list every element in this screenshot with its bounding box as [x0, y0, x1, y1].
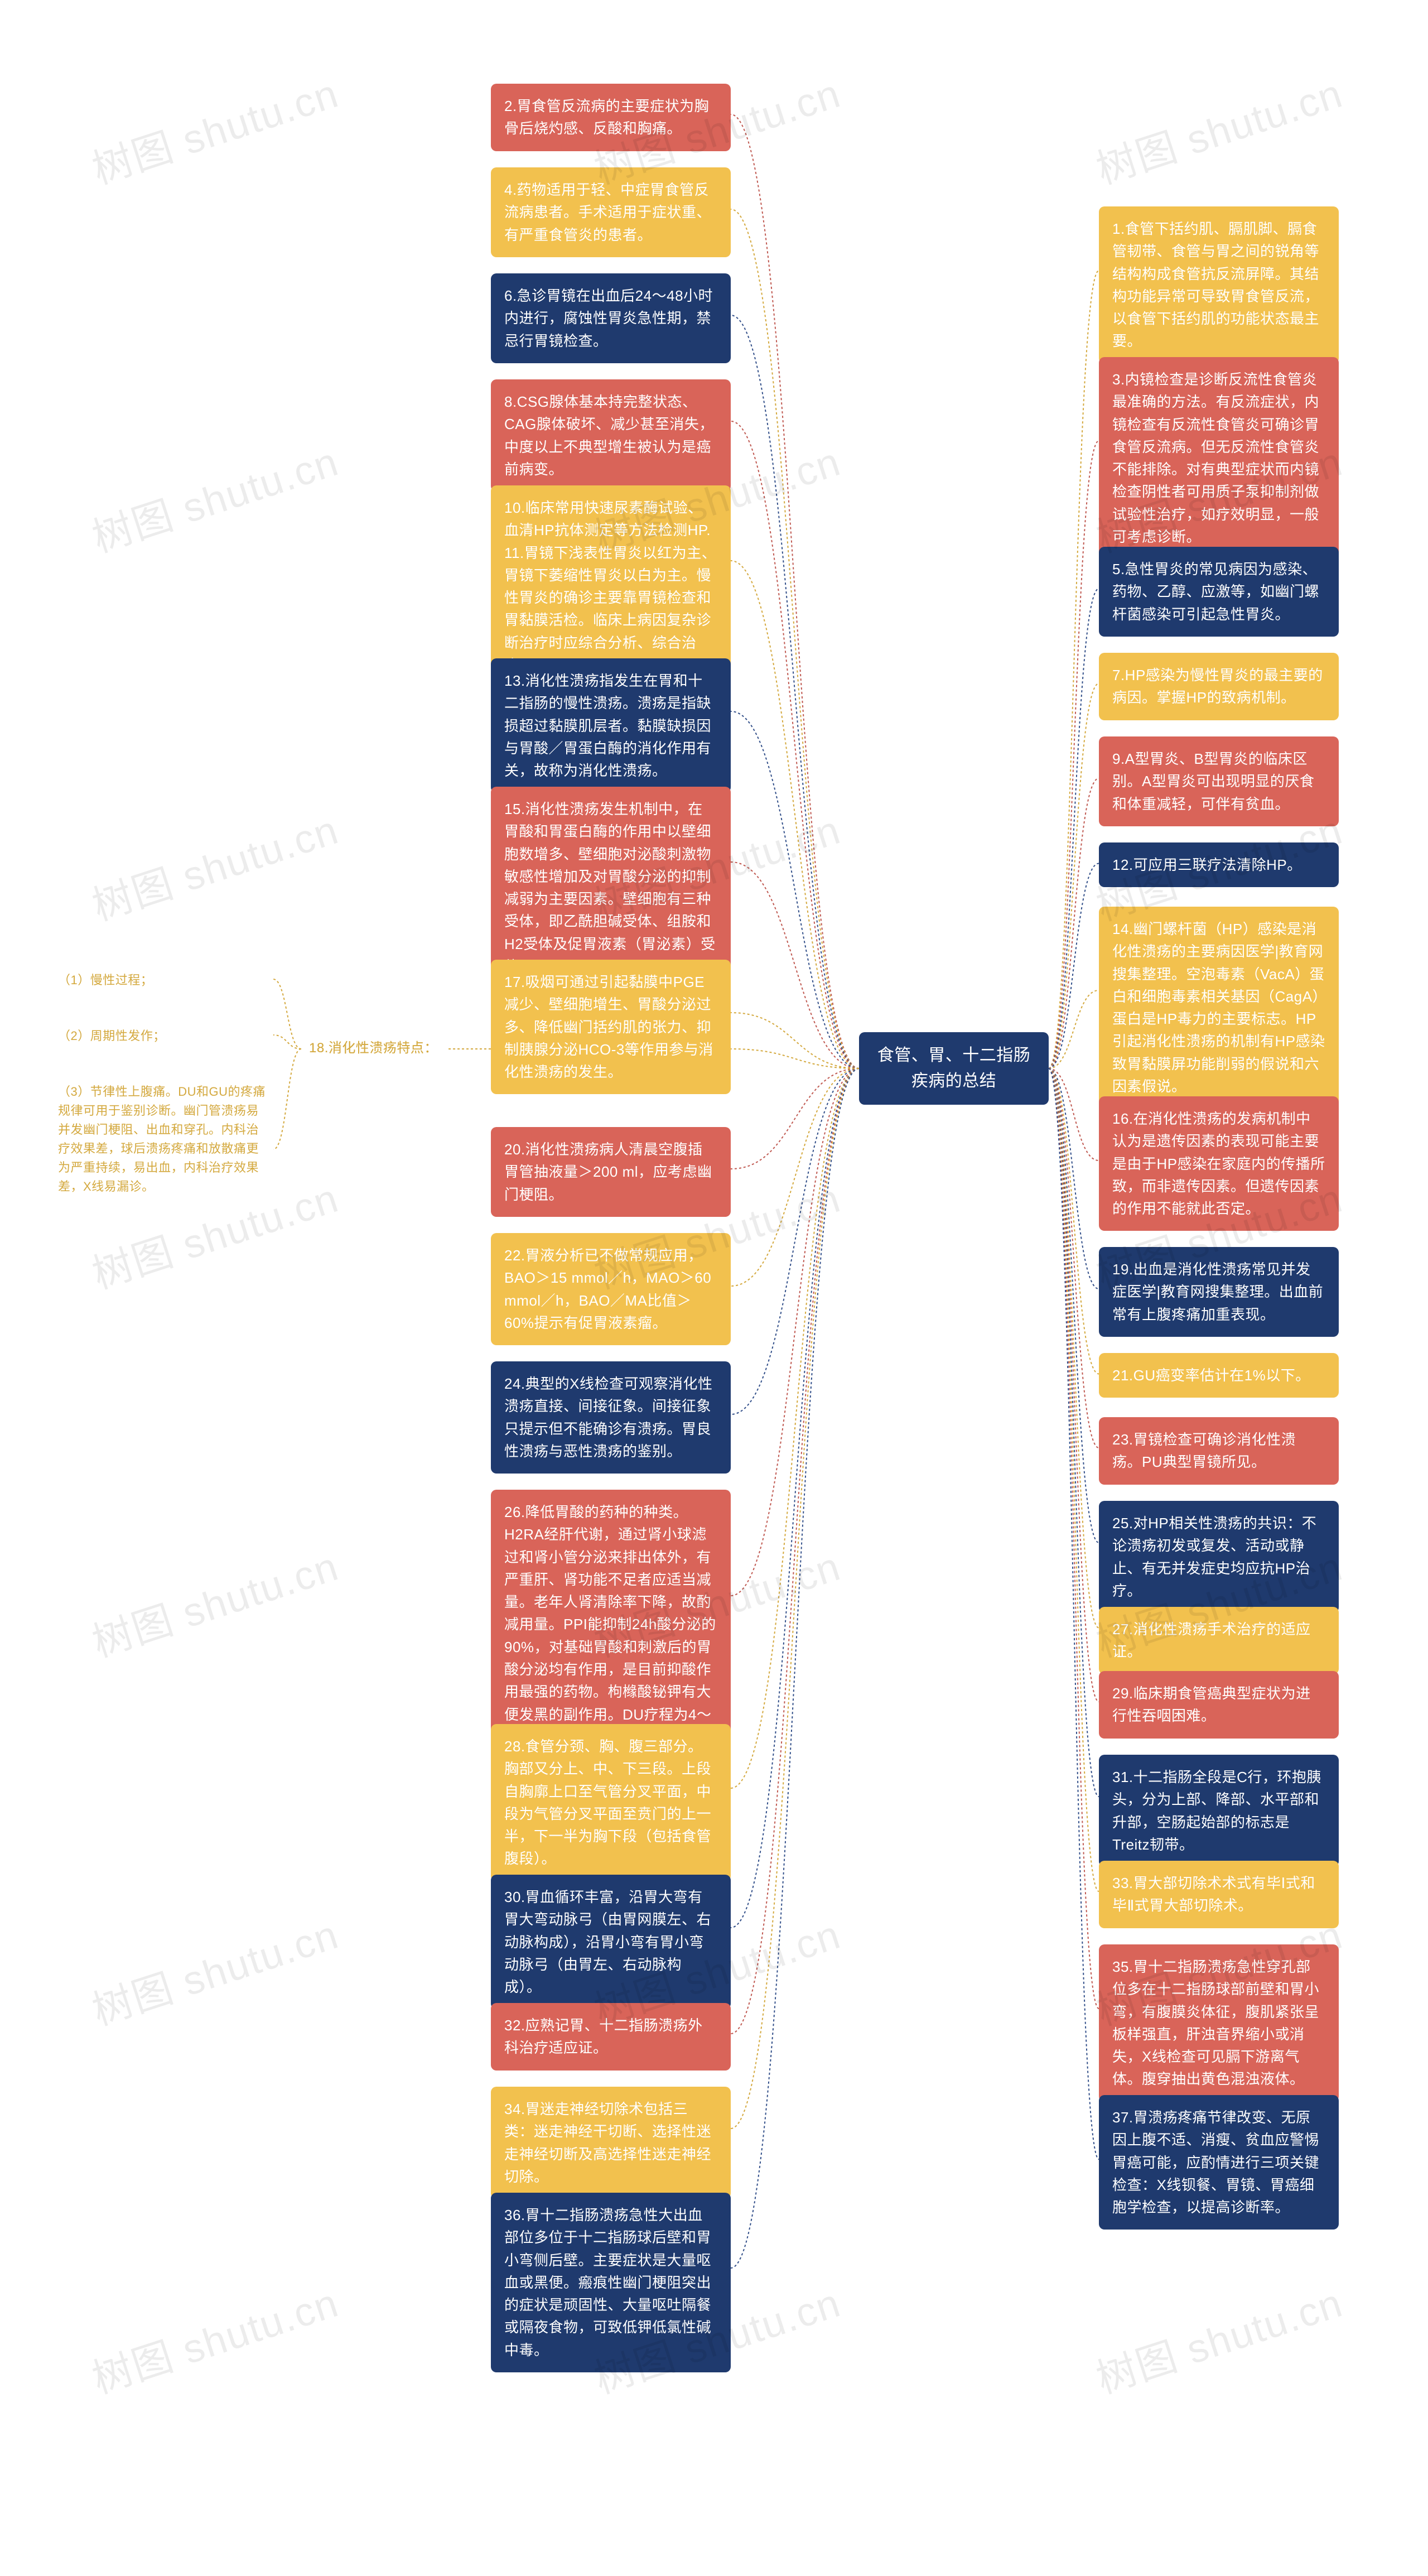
edge-l8 — [731, 421, 859, 1068]
left-node-l15: 15.消化性溃疡发生机制中，在胃酸和胃蛋白酶的作用中以壁细胞数增多、壁细胞对泌酸… — [491, 787, 731, 989]
edge-l4 — [731, 209, 859, 1068]
left-node-l28: 28.食管分颈、胸、腹三部分。胸部又分上、中、下三段。上段自胸廓上口至气管分叉平… — [491, 1724, 731, 1881]
edge-l22 — [731, 1068, 859, 1286]
feature-child-f2: （2）周期性发作； — [50, 1021, 273, 1051]
edge-l17 — [731, 1013, 859, 1068]
right-node-r35: 35.胃十二指肠溃疡急性穿孔部位多在十二指肠球部前壁和胃小弯，有腹膜炎体征，腹肌… — [1099, 1944, 1339, 2102]
edge-r25 — [1049, 1068, 1099, 1543]
feature-child-f3: （3）节律性上腹痛。DU和GU的疼痛规律可用于鉴别诊断。幽门管溃疡易并发幽门梗阻… — [50, 1077, 273, 1202]
left-node-l13: 13.消化性溃疡指发生在胃和十二指肠的慢性溃疡。溃疡是指缺损超过黏膜肌层者。黏膜… — [491, 658, 731, 793]
edge-l36 — [731, 1068, 859, 2268]
root-node: 食管、胃、十二指肠疾病的总结 — [859, 1032, 1049, 1105]
edge-r16 — [1049, 1068, 1099, 1161]
right-node-r12: 12.可应用三联疗法清除HP。 — [1099, 842, 1339, 887]
right-node-r5: 5.急性胃炎的常见病因为感染、药物、乙醇、应激等，如幽门螺杆菌感染可引起急性胃炎… — [1099, 547, 1339, 637]
right-node-r37: 37.胃溃疡疼痛节律改变、无原因上腹不适、消瘦、贫血应警惕胃癌可能，应酌情进行三… — [1099, 2095, 1339, 2230]
edge-r19 — [1049, 1068, 1099, 1289]
edge-l18-a — [731, 1049, 859, 1068]
right-node-r27: 27.消化性溃疡手术治疗的适应证。 — [1099, 1607, 1339, 1674]
edge-l26 — [731, 1068, 859, 1596]
left-node-l26: 26.降低胃酸的药种的种类。H2RA经肝代谢，通过肾小球滤过和肾小管分泌来排出体… — [491, 1490, 731, 1759]
edge-r1 — [1049, 271, 1099, 1068]
edge-f1 — [273, 979, 301, 1049]
edge-l13 — [731, 711, 859, 1068]
mindmap-canvas: 食管、胃、十二指肠疾病的总结 1.食管下括约肌、膈肌脚、膈食管韧带、食管与胃之间的… — [0, 0, 1428, 2576]
right-node-r9: 9.A型胃炎、B型胃炎的临床区别。A型胃炎可出现明显的厌食和体重减轻，可伴有贫血… — [1099, 736, 1339, 826]
feature-label: 18.消化性溃疡特点： — [301, 1032, 446, 1064]
right-node-r19: 19.出血是消化性溃疡常见并发症医学|教育网搜集整理。出血前常有上腹疼痛加重表现… — [1099, 1247, 1339, 1337]
edge-r23 — [1049, 1068, 1099, 1448]
edge-f3 — [273, 1049, 301, 1149]
right-node-r31: 31.十二指肠全段是C行，环抱胰头，分为上部、降部、水平部和升部，空肠起始部的标… — [1099, 1755, 1339, 1867]
right-node-r23: 23.胃镜检查可确诊消化性溃疡。PU典型胃镜所见。 — [1099, 1417, 1339, 1485]
edge-r9 — [1049, 778, 1099, 1068]
right-node-r1: 1.食管下括约肌、膈肌脚、膈食管韧带、食管与胃之间的锐角等结构构成食管抗反流屏障… — [1099, 206, 1339, 364]
edge-l6 — [731, 315, 859, 1068]
right-node-r14: 14.幽门螺杆菌（HP）感染是消化性溃疡的主要病因医学|教育网搜集整理。空泡毒素… — [1099, 907, 1339, 1109]
edge-r3 — [1049, 441, 1099, 1068]
right-node-r21: 21.GU癌变率估计在1%以下。 — [1099, 1353, 1339, 1398]
left-node-l2: 2.胃食管反流病的主要症状为胸骨后烧灼感、反酸和胸痛。 — [491, 84, 731, 151]
left-node-l30: 30.胃血循环丰富，沿胃大弯有胃大弯动脉弓（由胃网膜左、右动脉构成），沿胃小弯有… — [491, 1875, 731, 2009]
left-node-l10: 10.临床常用快速尿素酶试验、血清HP抗体测定等方法检测HP. 11.胃镜下浅表… — [491, 485, 731, 687]
left-node-l36: 36.胃十二指肠溃疡急性大出血部位多位于十二指肠球后壁和胃小弯侧后壁。主要症状是… — [491, 2193, 731, 2372]
edge-r31 — [1049, 1068, 1099, 1797]
right-node-r29: 29.临床期食管癌典型症状为进行性吞咽困难。 — [1099, 1671, 1339, 1739]
right-node-r33: 33.胃大部切除术术式有毕Ⅰ式和毕Ⅱ式胃大部切除术。 — [1099, 1861, 1339, 1928]
right-node-r16: 16.在消化性溃疡的发病机制中认为是遗传因素的表现可能主要是由于HP感染在家庭内… — [1099, 1096, 1339, 1231]
edge-r35 — [1049, 1068, 1099, 2009]
left-node-l20: 20.消化性溃疡病人清晨空腹插胃管抽液量＞200 ml，应考虑幽门梗阻。 — [491, 1127, 731, 1217]
feature-child-f1: （1）慢性过程； — [50, 965, 273, 995]
left-node-l34: 34.胃迷走神经切除术包括三类：迷走神经干切断、选择性迷走神经切断及高选择性迷走… — [491, 2087, 731, 2199]
left-node-l32: 32.应熟记胃、十二指肠溃疡外科治疗适应证。 — [491, 2003, 731, 2071]
edge-r27 — [1049, 1068, 1099, 1628]
edge-l32 — [731, 1068, 859, 2034]
edge-r5 — [1049, 589, 1099, 1068]
edge-r37 — [1049, 1068, 1099, 2159]
left-node-l8: 8.CSG腺体基本持完整状态、CAG腺体破坏、减少甚至消失，中度以上不典型增生被… — [491, 379, 731, 492]
edge-l20 — [731, 1068, 859, 1169]
edge-r7 — [1049, 683, 1099, 1068]
left-node-l4: 4.药物适用于轻、中症胃食管反流病患者。手术适用于症状重、有严重食管炎的患者。 — [491, 167, 731, 257]
left-node-l22: 22.胃液分析已不做常规应用，BAO＞15 mmol／h，MAO＞60 mmol… — [491, 1233, 731, 1345]
left-node-l6: 6.急诊胃镜在出血后24～48小时内进行，腐蚀性胃炎急性期，禁忌行胃镜检查。 — [491, 273, 731, 363]
edge-l2 — [731, 114, 859, 1068]
edge-l24 — [731, 1068, 859, 1414]
left-node-l24: 24.典型的X线检查可观察消化性溃疡直接、间接征象。间接征象只提示但不能确诊有溃… — [491, 1361, 731, 1474]
left-node-l17: 17.吸烟可通过引起黏膜中PGE减少、壁细胞增生、胃酸分泌过多、降低幽门括约肌的… — [491, 960, 731, 1094]
edge-l34 — [731, 1068, 859, 2129]
right-node-r25: 25.对HP相关性溃疡的共识：不论溃疡初发或复发、活动或静止、有无并发症史均应抗… — [1099, 1501, 1339, 1613]
edge-l30 — [731, 1068, 859, 1928]
edge-l28 — [731, 1068, 859, 1788]
right-node-r3: 3.内镜检查是诊断反流性食管炎最准确的方法。有反流症状，内镜检查有反流性食管炎可… — [1099, 357, 1339, 559]
right-node-r7: 7.HP感染为慢性胃炎的最主要的病因。掌握HP的致病机制。 — [1099, 653, 1339, 720]
